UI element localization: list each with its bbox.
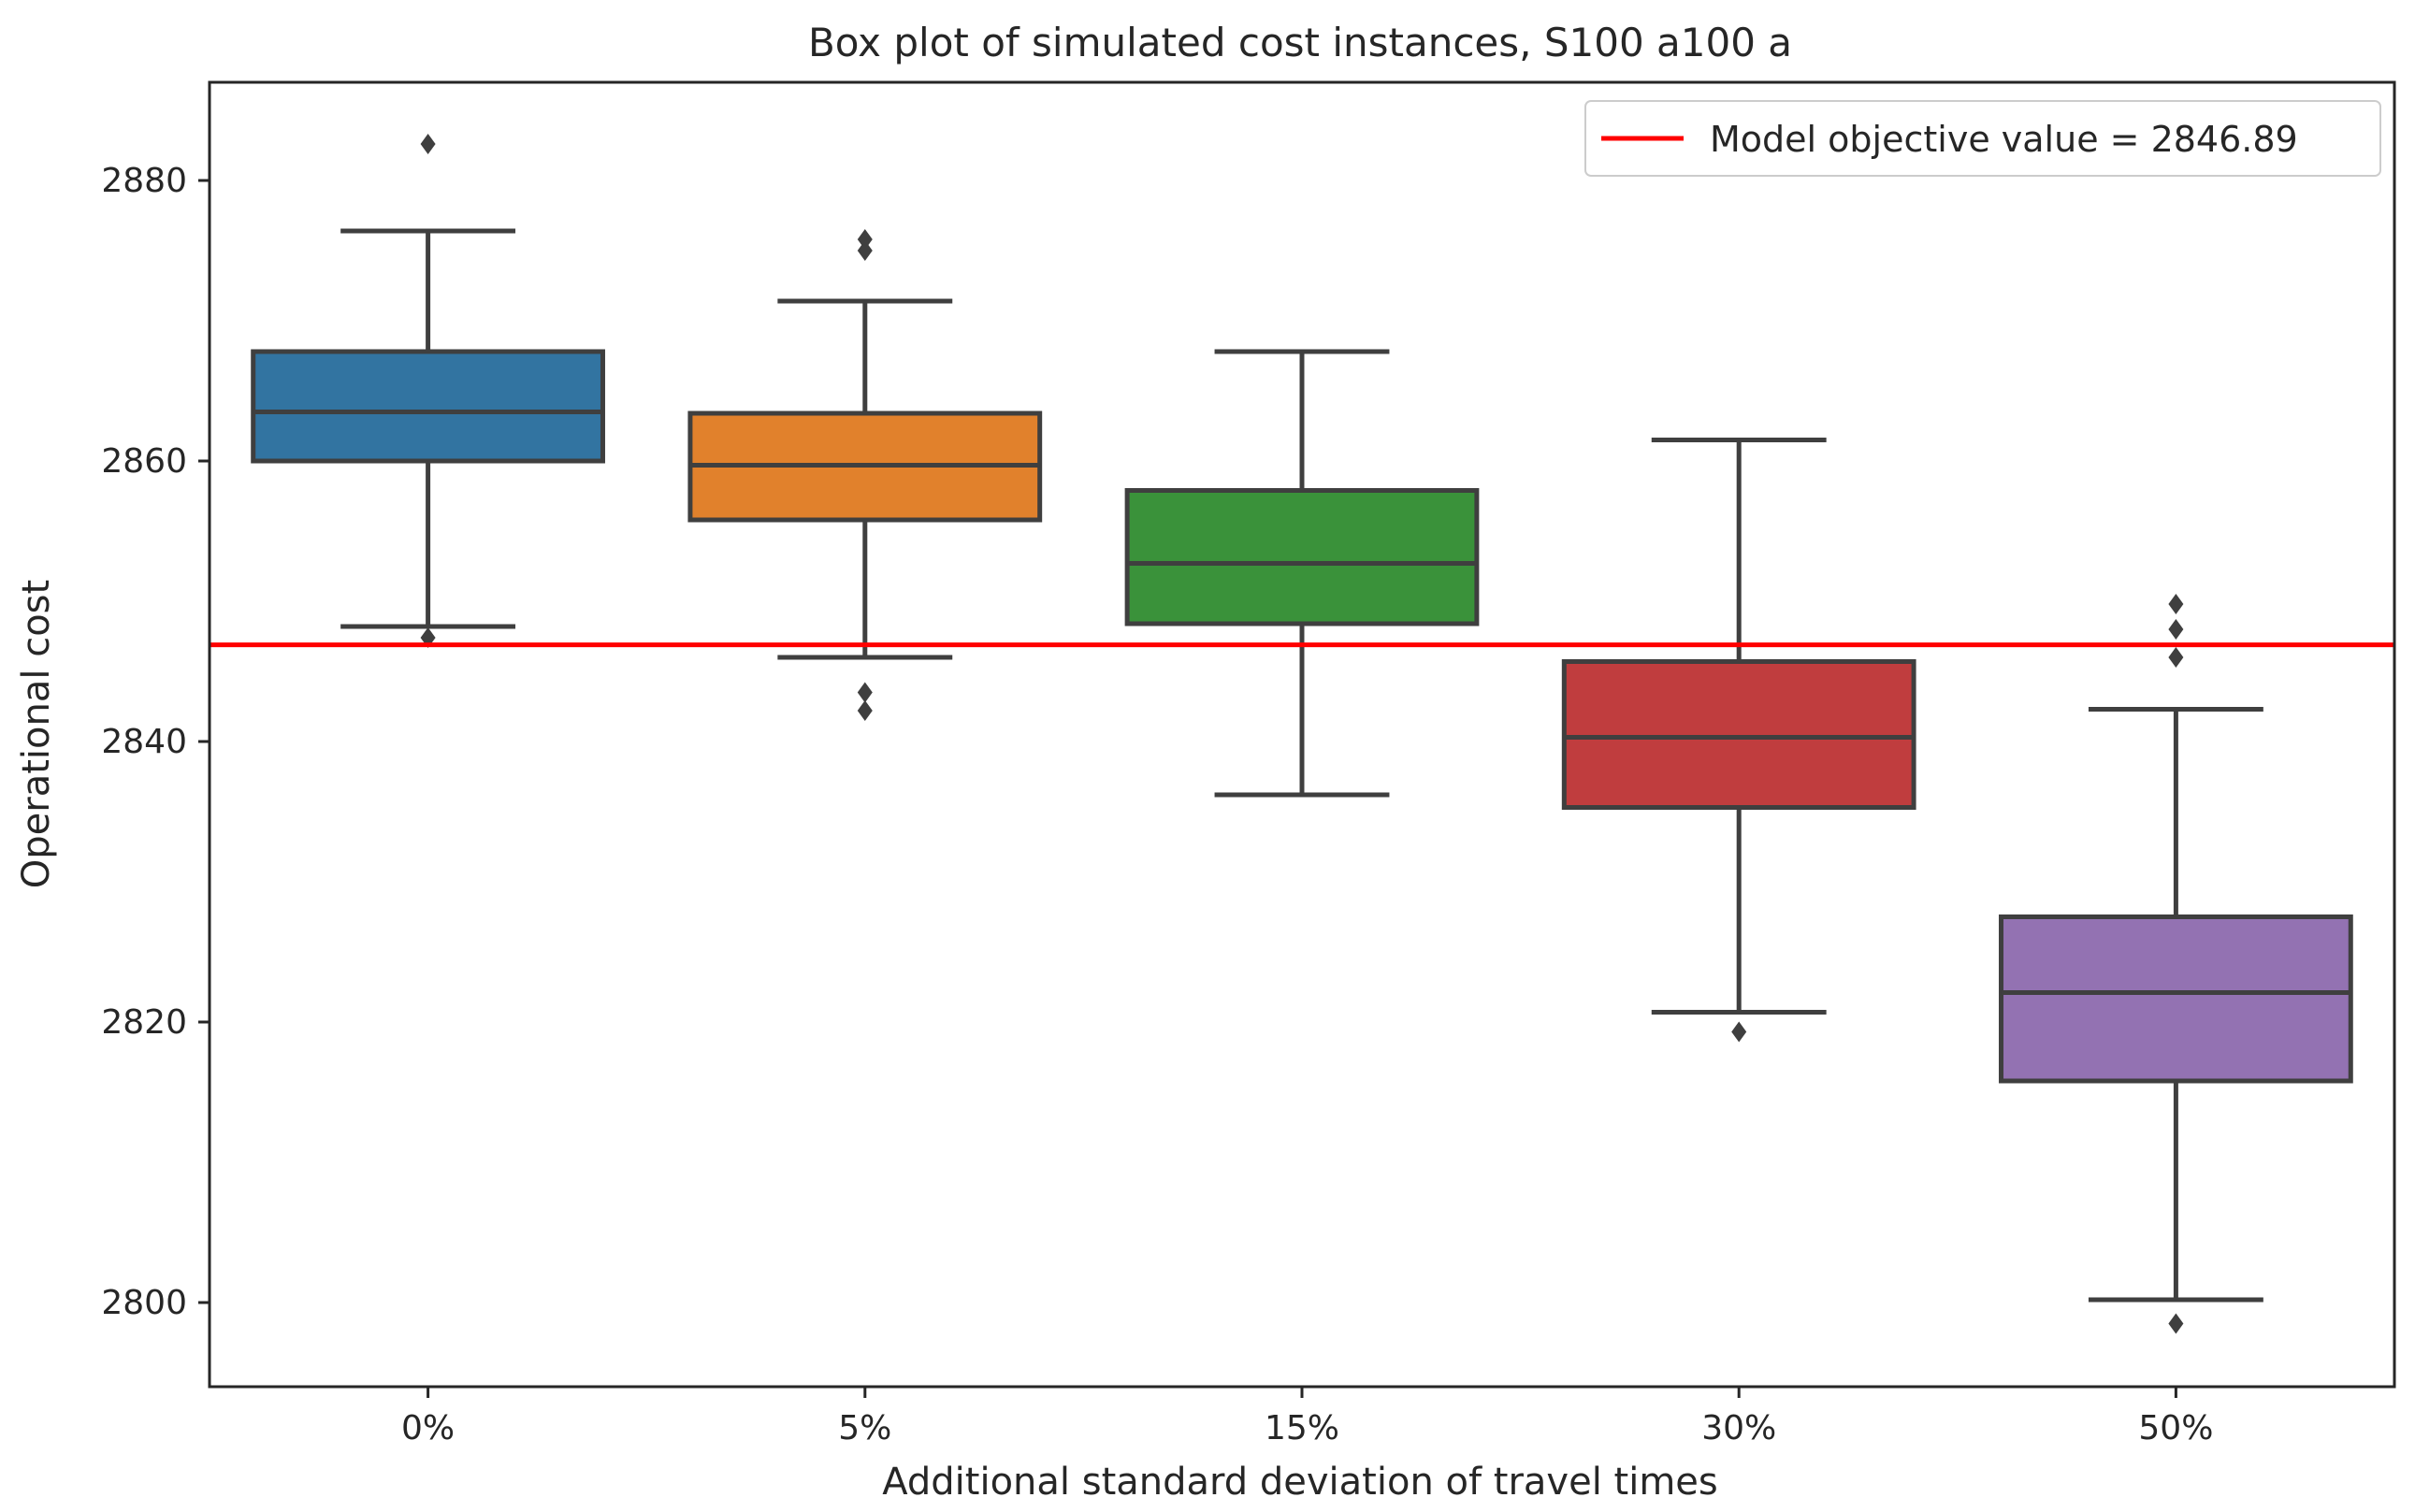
y-tick-label-2800: 2800 <box>101 1284 187 1322</box>
outlier-point-5pct-4 <box>857 700 873 721</box>
x-tick-label-15pct: 15% <box>1265 1409 1339 1447</box>
box-series <box>251 134 2353 1334</box>
x-axis-label: Additional standard deviation of travel … <box>882 1461 1718 1504</box>
box-0pct <box>251 349 605 464</box>
x-tick-label-0pct: 0% <box>401 1409 455 1447</box>
x-axis: 0% 5% 15% 30% 50% <box>401 1387 2213 1447</box>
outlier-point-5pct-1 <box>857 229 873 250</box>
legend-box <box>1584 100 2381 177</box>
y-axis-label: Operational cost <box>15 580 58 888</box>
box-group-30pct <box>1561 438 1916 1043</box>
y-tick-label-2880: 2880 <box>101 162 187 200</box>
legend-label: Model objective value = 2846.89 <box>1710 119 2298 160</box>
outlier-point-50pct-1 <box>2168 594 2184 614</box>
box-30pct <box>1561 659 1916 810</box>
outlier-point-0pct-1 <box>420 134 436 154</box>
chart-title: Box plot of simulated cost instances, S1… <box>808 20 1792 65</box>
x-tick-label-50pct: 50% <box>2138 1409 2213 1447</box>
box-50pct <box>1999 914 2353 1084</box>
outlier-point-30pct-1 <box>1731 1021 1747 1043</box>
plot-border <box>208 80 2396 1389</box>
box-group-15pct <box>1124 349 1480 798</box>
box-15pct <box>1124 488 1480 626</box>
x-tick-label-30pct: 30% <box>1701 1409 1776 1447</box>
box-group-50pct <box>1999 594 2353 1334</box>
y-axis: 2800 2820 2840 2860 2880 <box>101 162 210 1322</box>
outlier-point-50pct-3 <box>2168 647 2184 668</box>
outlier-point-5pct-3 <box>857 682 873 703</box>
y-tick-label-2840: 2840 <box>101 723 187 761</box>
outlier-point-5pct-2 <box>857 240 873 261</box>
box-group-0pct <box>251 134 605 648</box>
legend: Model objective value = 2846.89 <box>1584 100 2381 177</box>
y-tick-label-2860: 2860 <box>101 442 187 481</box>
box-group-5pct <box>687 229 1043 721</box>
y-tick-label-2820: 2820 <box>101 1003 187 1042</box>
outlier-point-50pct-2 <box>2168 619 2184 640</box>
outlier-point-50pct-4 <box>2168 1313 2184 1334</box>
x-tick-label-5pct: 5% <box>838 1409 891 1447</box>
plot-frame <box>208 80 2396 1389</box>
